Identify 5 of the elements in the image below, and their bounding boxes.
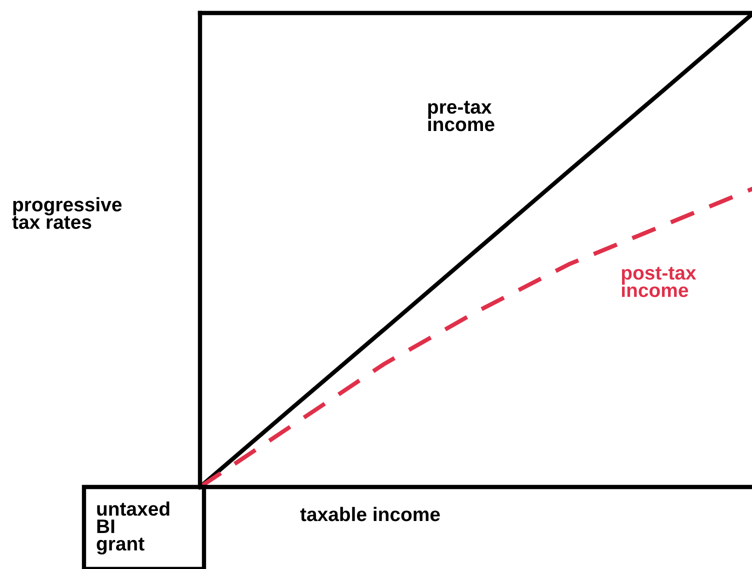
text: pre-tax income	[428, 100, 494, 132]
text: progressive tax rates	[12, 197, 122, 229]
text: untaxed BI grant	[96, 501, 170, 555]
text: taxable income	[300, 506, 440, 522]
series-label: post-tax income	[622, 266, 696, 298]
